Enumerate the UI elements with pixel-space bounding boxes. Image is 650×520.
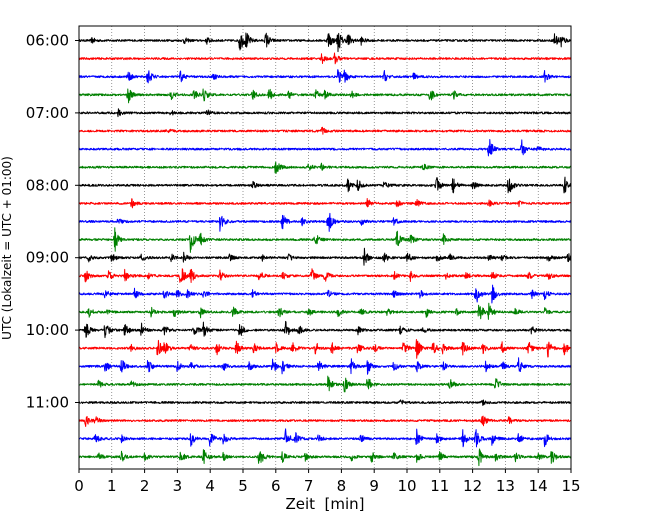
x-tick-label: 14 <box>529 477 548 495</box>
grid-lines <box>111 26 539 469</box>
y-tick-label: 10:00 <box>26 321 69 339</box>
seismic-trace <box>78 52 572 65</box>
y-tick-label: 11:00 <box>26 394 69 412</box>
y-axis-label: UTC (Lokalzeit = UTC + 01:00) <box>0 156 14 340</box>
x-tick-label: 3 <box>173 477 183 495</box>
seismic-trace <box>78 198 572 209</box>
x-tick-label: 6 <box>271 477 281 495</box>
seismic-trace <box>78 339 572 359</box>
x-tick-label: 0 <box>74 477 84 495</box>
x-tick-label: 1 <box>107 477 117 495</box>
seismic-trace <box>78 176 572 194</box>
y-tick-label: 06:00 <box>26 32 69 50</box>
seismic-trace <box>78 139 572 157</box>
x-axis-label: Zeit [min] <box>285 495 364 513</box>
seismic-trace <box>78 126 572 135</box>
seismic-trace <box>78 268 572 283</box>
plot-frame <box>78 25 572 470</box>
seismic-trace <box>78 88 572 104</box>
seismic-trace <box>78 247 572 266</box>
seismic-trace <box>78 108 572 118</box>
x-tick-label: 10 <box>397 477 416 495</box>
seismic-trace <box>78 227 572 253</box>
x-tick-label: 13 <box>496 477 515 495</box>
seismic-trace <box>78 69 572 84</box>
seismic-trace <box>78 161 572 174</box>
x-tick-label: 9 <box>369 477 379 495</box>
seismic-trace <box>78 302 572 320</box>
x-tick-label: 8 <box>337 477 347 495</box>
y-tick-label: 07:00 <box>26 104 69 122</box>
x-tick-label: 15 <box>561 477 580 495</box>
y-axis: 06:00 07:00 08:00 09:00 10:00 11:00 <box>26 32 79 412</box>
seismic-trace <box>78 415 572 427</box>
x-tick-label: 11 <box>430 477 449 495</box>
x-tick-label: 5 <box>238 477 248 495</box>
x-axis: 0 1 2 3 4 5 6 7 8 9 10 11 12 13 14 15 <box>74 469 581 495</box>
seismic-trace <box>78 399 572 406</box>
y-tick-label: 09:00 <box>26 249 69 267</box>
seismic-trace <box>78 32 572 53</box>
x-tick-label: 12 <box>463 477 482 495</box>
seismic-trace <box>78 375 572 393</box>
seismic-trace <box>78 212 572 232</box>
x-tick-label: 4 <box>205 477 215 495</box>
seismic-trace <box>78 284 572 304</box>
x-tick-label: 7 <box>304 477 314 495</box>
seismic-trace <box>78 428 572 448</box>
seismic-trace <box>78 448 572 467</box>
trace-group <box>78 32 572 467</box>
x-tick-label: 2 <box>140 477 150 495</box>
seismic-trace <box>78 357 572 375</box>
y-tick-label: 08:00 <box>26 176 69 194</box>
seismic-trace <box>78 320 572 339</box>
